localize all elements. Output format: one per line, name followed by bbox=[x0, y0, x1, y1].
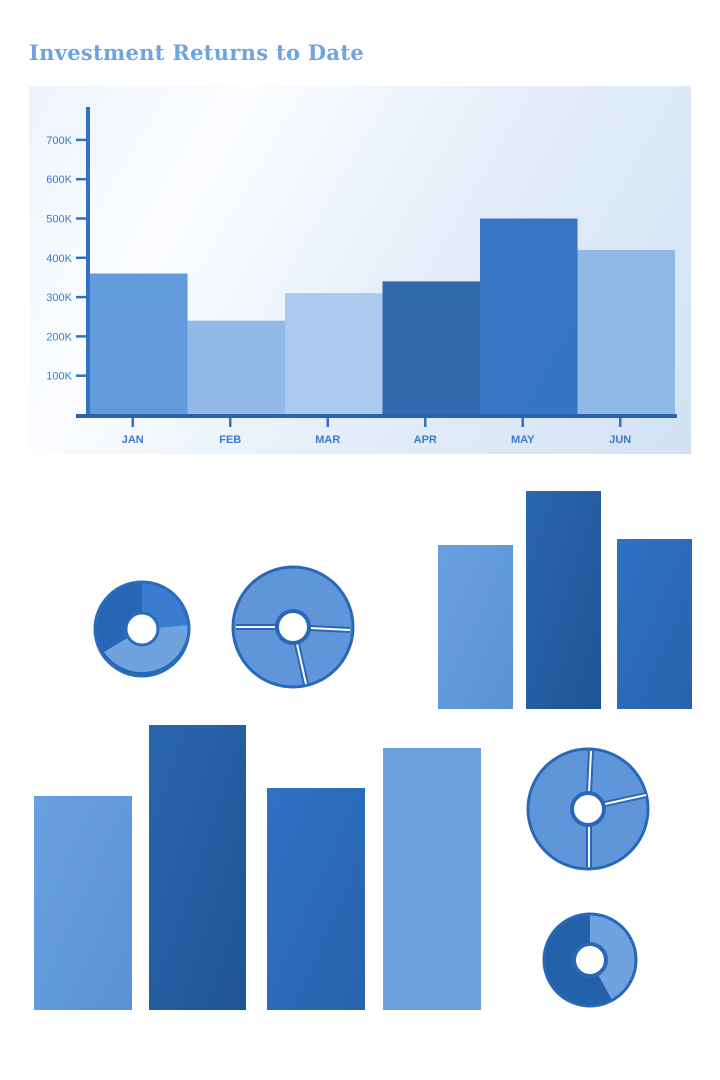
bar-jan bbox=[90, 273, 188, 415]
decorative-bar bbox=[526, 491, 601, 709]
bar-may bbox=[480, 218, 578, 415]
x-tick-label: APR bbox=[414, 434, 437, 446]
x-tick-label: MAR bbox=[315, 434, 340, 446]
y-tick-label: 700K bbox=[46, 135, 72, 147]
y-tick-label: 400K bbox=[46, 253, 72, 265]
decorative-bar bbox=[617, 539, 692, 709]
y-tick-label: 200K bbox=[46, 331, 72, 343]
x-tick-label: FEB bbox=[219, 434, 241, 446]
bar-apr bbox=[382, 281, 480, 415]
y-tick-label: 500K bbox=[46, 214, 72, 226]
y-tick-label: 600K bbox=[46, 174, 72, 186]
decorative-bar bbox=[383, 748, 481, 1010]
bar-mar bbox=[285, 293, 383, 415]
decorative-donut bbox=[231, 565, 355, 689]
y-tick-label: 100K bbox=[46, 371, 72, 383]
chart-title: Investment Returns to Date bbox=[29, 40, 364, 65]
x-tick-label: MAY bbox=[511, 434, 535, 446]
decorative-bar bbox=[149, 725, 246, 1010]
bar-chart: JAN FEB MAR APR MAY JUN 100K 200K 300K 400K 500K 60… bbox=[46, 107, 677, 446]
decorative-bar bbox=[267, 788, 365, 1010]
decorative-donut bbox=[93, 580, 191, 678]
y-tick-label: 300K bbox=[46, 292, 72, 304]
decorative-bar bbox=[438, 545, 513, 709]
x-tick-label: JUN bbox=[609, 434, 631, 446]
bar-jun bbox=[577, 249, 675, 415]
decorative-bar bbox=[34, 796, 132, 1010]
bar-feb bbox=[187, 320, 285, 415]
decorative-donut bbox=[526, 747, 650, 871]
decorative-donut bbox=[542, 912, 638, 1008]
x-tick-label: JAN bbox=[122, 434, 144, 446]
